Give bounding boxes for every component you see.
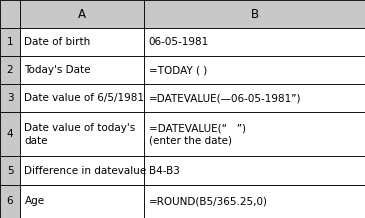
Text: B: B <box>250 8 259 20</box>
Bar <box>144 0 365 28</box>
Text: Difference in datevalue: Difference in datevalue <box>24 165 147 175</box>
Text: 06-05-1981: 06-05-1981 <box>149 37 209 47</box>
Bar <box>0 56 20 84</box>
Text: 6: 6 <box>7 196 14 206</box>
Bar <box>20 84 144 112</box>
Bar <box>144 56 365 84</box>
Bar <box>144 84 365 112</box>
Text: A: A <box>78 8 86 20</box>
Bar <box>20 56 144 84</box>
Bar <box>0 157 20 185</box>
Text: 5: 5 <box>7 165 14 175</box>
Text: Date value of 6/5/1981: Date value of 6/5/1981 <box>24 93 145 103</box>
Bar <box>20 157 144 185</box>
Text: =DATEVALUE(—06-05-1981”): =DATEVALUE(—06-05-1981”) <box>149 93 301 103</box>
Text: Date of birth: Date of birth <box>24 37 91 47</box>
Bar <box>0 185 20 218</box>
Bar <box>144 112 365 157</box>
Text: =TODAY ( ): =TODAY ( ) <box>149 65 207 75</box>
Bar <box>20 28 144 56</box>
Text: B4-B3: B4-B3 <box>149 165 180 175</box>
Text: Date value of today's
date: Date value of today's date <box>24 123 136 146</box>
Text: 3: 3 <box>7 93 14 103</box>
Bar <box>0 84 20 112</box>
Bar <box>144 157 365 185</box>
Text: Age: Age <box>24 196 45 206</box>
Bar <box>20 0 144 28</box>
Text: 1: 1 <box>7 37 14 47</box>
Text: 4: 4 <box>7 129 14 139</box>
Bar <box>0 112 20 157</box>
Bar <box>20 185 144 218</box>
Text: 2: 2 <box>7 65 14 75</box>
Bar <box>144 185 365 218</box>
Bar <box>20 112 144 157</box>
Text: =DATEVALUE(“   ”)
(enter the date): =DATEVALUE(“ ”) (enter the date) <box>149 123 246 146</box>
Bar <box>144 28 365 56</box>
Text: =ROUND(B5/365.25,0): =ROUND(B5/365.25,0) <box>149 196 268 206</box>
Bar <box>0 28 20 56</box>
Text: Today's Date: Today's Date <box>24 65 91 75</box>
Bar <box>0 0 20 28</box>
